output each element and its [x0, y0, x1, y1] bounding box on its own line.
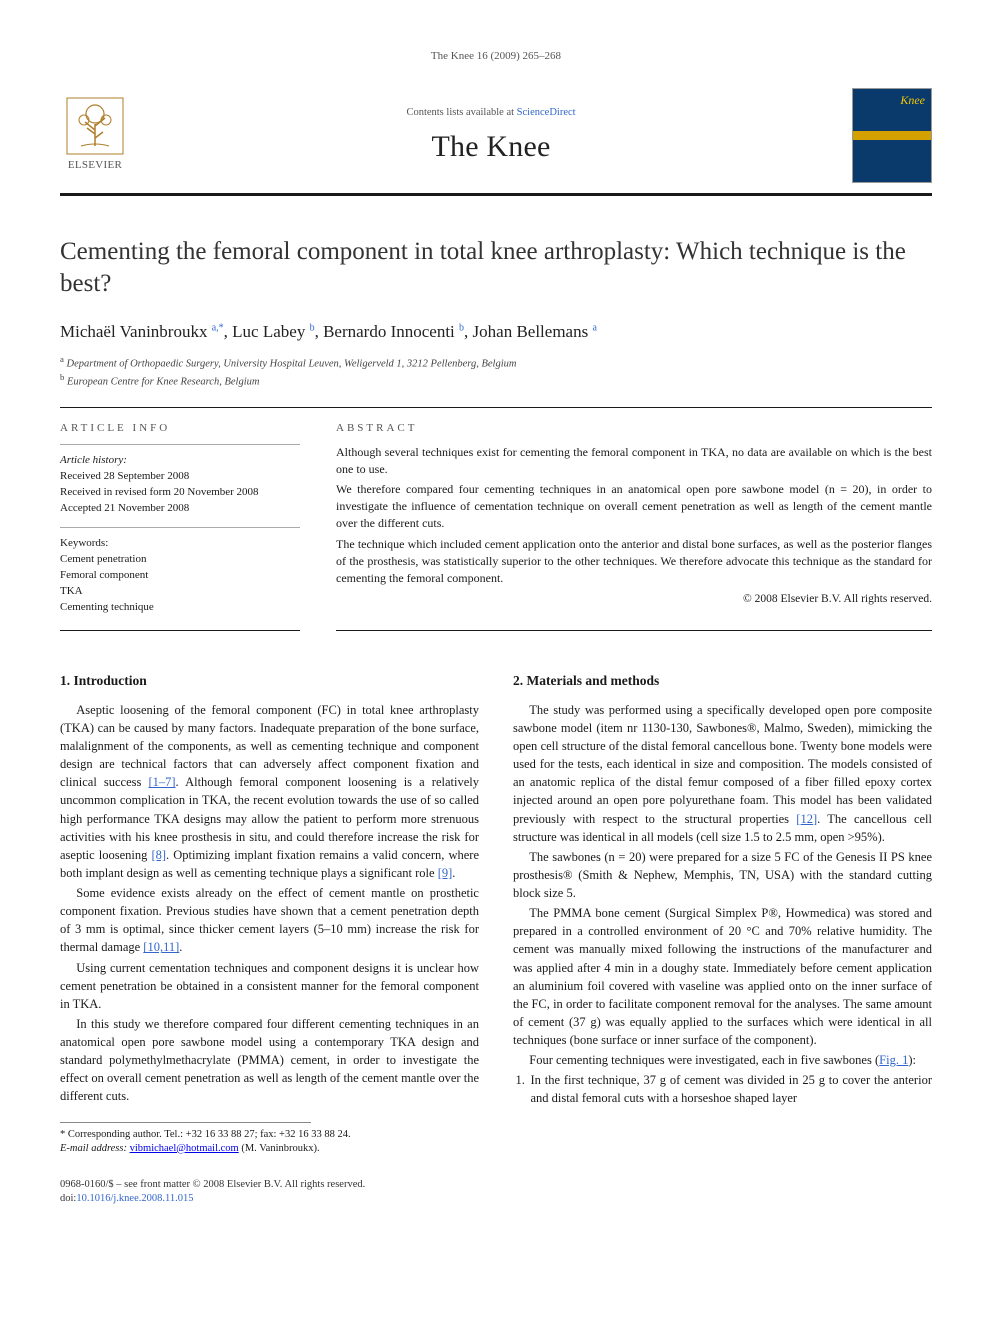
doi-prefix: doi:	[60, 1193, 76, 1204]
article-info-panel: ARTICLE INFO Article history: Received 2…	[60, 422, 300, 630]
cover-title-text: Knee	[900, 93, 925, 108]
right-column: 2. Materials and methods The study was p…	[513, 673, 932, 1206]
left-column: 1. Introduction Aseptic loosening of the…	[60, 673, 479, 1206]
doi-link[interactable]: 10.1016/j.knee.2008.11.015	[76, 1193, 193, 1204]
citation-link[interactable]: [8]	[151, 848, 166, 862]
article-info-heading: ARTICLE INFO	[60, 422, 300, 434]
contents-available-line: Contents lists available at ScienceDirec…	[406, 107, 575, 118]
body-paragraph: Some evidence exists already on the effe…	[60, 884, 479, 957]
history-accepted: Accepted 21 November 2008	[60, 501, 300, 517]
section-heading-methods: 2. Materials and methods	[513, 673, 932, 689]
body-paragraph: Aseptic loosening of the femoral compone…	[60, 701, 479, 882]
abstract-panel: ABSTRACT Although several techniques exi…	[336, 422, 932, 630]
citation-link[interactable]: [1–7]	[148, 775, 175, 789]
article-title: Cementing the femoral component in total…	[60, 236, 932, 300]
body-paragraph: The study was performed using a specific…	[513, 701, 932, 846]
body-paragraph: The sawbones (n = 20) were prepared for …	[513, 848, 932, 902]
issn-copyright-line: 0968-0160/$ – see front matter © 2008 El…	[60, 1178, 479, 1192]
history-revised: Received in revised form 20 November 200…	[60, 485, 300, 501]
body-paragraph: The PMMA bone cement (Surgical Simplex P…	[513, 904, 932, 1049]
author-list: Michaël Vaninbroukx a,*, Luc Labey b, Be…	[60, 322, 932, 342]
abstract-paragraph: Although several techniques exist for ce…	[336, 444, 932, 478]
body-paragraph: Four cementing techniques were investiga…	[513, 1051, 932, 1069]
corr-author-label: Corresponding author.	[68, 1129, 162, 1140]
body-paragraph: Using current cementation techniques and…	[60, 959, 479, 1013]
email-label: E-mail address:	[60, 1143, 127, 1154]
keyword-item: Cement penetration	[60, 552, 300, 568]
article-history-block: Article history: Received 28 September 2…	[60, 444, 300, 517]
running-head: The Knee 16 (2009) 265–268	[60, 50, 932, 62]
affiliations-block: a Department of Orthopaedic Surgery, Uni…	[60, 354, 932, 389]
journal-header: ELSEVIER Contents lists available at Sci…	[60, 80, 932, 196]
body-paragraph: In this study we therefore compared four…	[60, 1015, 479, 1106]
publisher-logo: ELSEVIER	[60, 96, 130, 176]
corresponding-author-footnote: * Corresponding author. Tel.: +32 16 33 …	[60, 1123, 479, 1156]
keyword-item: TKA	[60, 584, 300, 600]
journal-cover-thumbnail: Knee	[852, 88, 932, 183]
abstract-heading: ABSTRACT	[336, 422, 932, 434]
contents-prefix: Contents lists available at	[406, 107, 516, 118]
bottom-matter: 0968-0160/$ – see front matter © 2008 El…	[60, 1178, 479, 1206]
email-tail: (M. Vaninbroukx).	[239, 1143, 320, 1154]
citation-link[interactable]: [10,11]	[143, 940, 179, 954]
abstract-paragraph: We therefore compared four cementing tec…	[336, 481, 932, 532]
technique-list-item: In the first technique, 37 g of cement w…	[528, 1071, 932, 1107]
affiliation-a: Department of Orthopaedic Surgery, Unive…	[67, 359, 517, 370]
section-heading-introduction: 1. Introduction	[60, 673, 479, 689]
history-received: Received 28 September 2008	[60, 469, 300, 485]
sciencedirect-link[interactable]: ScienceDirect	[517, 107, 576, 118]
citation-link[interactable]: [12]	[796, 812, 817, 826]
abstract-paragraph: The technique which included cement appl…	[336, 536, 932, 587]
figure-link[interactable]: Fig. 1	[879, 1053, 908, 1067]
abstract-copyright: © 2008 Elsevier B.V. All rights reserved…	[336, 593, 932, 605]
keyword-item: Femoral component	[60, 568, 300, 584]
corr-email-link[interactable]: vibmichael@hotmail.com	[130, 1143, 239, 1154]
elsevier-tree-icon	[65, 96, 125, 156]
history-label: Article history:	[60, 453, 300, 469]
keyword-item: Cementing technique	[60, 600, 300, 616]
corr-author-contact: Tel.: +32 16 33 88 27; fax: +32 16 33 88…	[162, 1129, 351, 1140]
publisher-brand-text: ELSEVIER	[68, 159, 122, 171]
journal-name: The Knee	[431, 130, 550, 164]
affiliation-b: European Centre for Knee Research, Belgi…	[67, 376, 259, 387]
technique-list: In the first technique, 37 g of cement w…	[528, 1071, 932, 1107]
citation-link[interactable]: [9]	[438, 866, 453, 880]
keywords-label: Keywords:	[60, 536, 300, 552]
